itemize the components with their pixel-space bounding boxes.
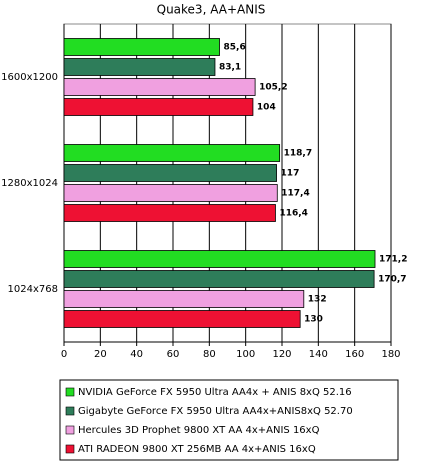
value-label: 130	[304, 315, 323, 325]
bar	[63, 250, 376, 268]
bar	[63, 58, 216, 76]
bar	[63, 184, 278, 202]
bar	[63, 78, 256, 96]
x-tick-label: 0	[61, 349, 67, 360]
bar	[63, 290, 305, 308]
plot-area	[63, 23, 392, 343]
value-label: 171,2	[379, 255, 407, 265]
bar	[63, 144, 281, 162]
legend-swatch	[65, 444, 75, 454]
legend	[59, 379, 399, 461]
y-tick-label: 1600x1200	[1, 72, 58, 83]
x-tick-label: 80	[203, 349, 216, 360]
x-tick-label: 120	[272, 349, 291, 360]
legend-swatch	[65, 425, 75, 435]
value-label: 85,6	[224, 43, 246, 53]
value-label: 104	[257, 103, 276, 113]
value-label: 117,4	[281, 189, 309, 199]
bar	[63, 204, 276, 222]
value-label: 105,2	[259, 83, 287, 93]
legend-label: ATI RADEON 9800 XT 256MB AA 4x+ANIS 16xQ	[78, 444, 316, 455]
value-label: 117	[281, 169, 300, 179]
x-tick-label: 20	[94, 349, 107, 360]
value-label: 170,7	[378, 275, 406, 285]
value-label: 116,4	[279, 209, 307, 219]
value-label: 83,1	[219, 63, 241, 73]
bar	[63, 98, 254, 116]
bar	[63, 38, 220, 56]
y-tick-label: 1024x768	[8, 284, 58, 295]
value-label: 118,7	[284, 149, 312, 159]
y-tick-label: 1280x1024	[1, 178, 58, 189]
legend-label: Gigabyte GeForce FX 5950 Ultra AA4x+ANIS…	[78, 406, 353, 417]
bar	[63, 164, 277, 182]
legend-swatch	[65, 387, 75, 397]
legend-label: Hercules 3D Prophet 9800 XT AA 4x+ANIS 1…	[78, 425, 320, 436]
x-tick-label: 180	[381, 349, 400, 360]
x-tick-label: 140	[309, 349, 328, 360]
legend-swatch	[65, 406, 75, 416]
value-label: 132	[308, 295, 327, 305]
bar	[63, 310, 301, 328]
x-tick-label: 40	[130, 349, 143, 360]
legend-label: NVIDIA GeForce FX 5950 Ultra AA4x + ANIS…	[78, 387, 352, 398]
bar	[63, 270, 375, 288]
x-tick-label: 100	[236, 349, 255, 360]
chart-title: Quake3, AA+ANIS	[157, 3, 266, 17]
x-tick-label: 160	[345, 349, 364, 360]
x-tick-label: 60	[167, 349, 180, 360]
